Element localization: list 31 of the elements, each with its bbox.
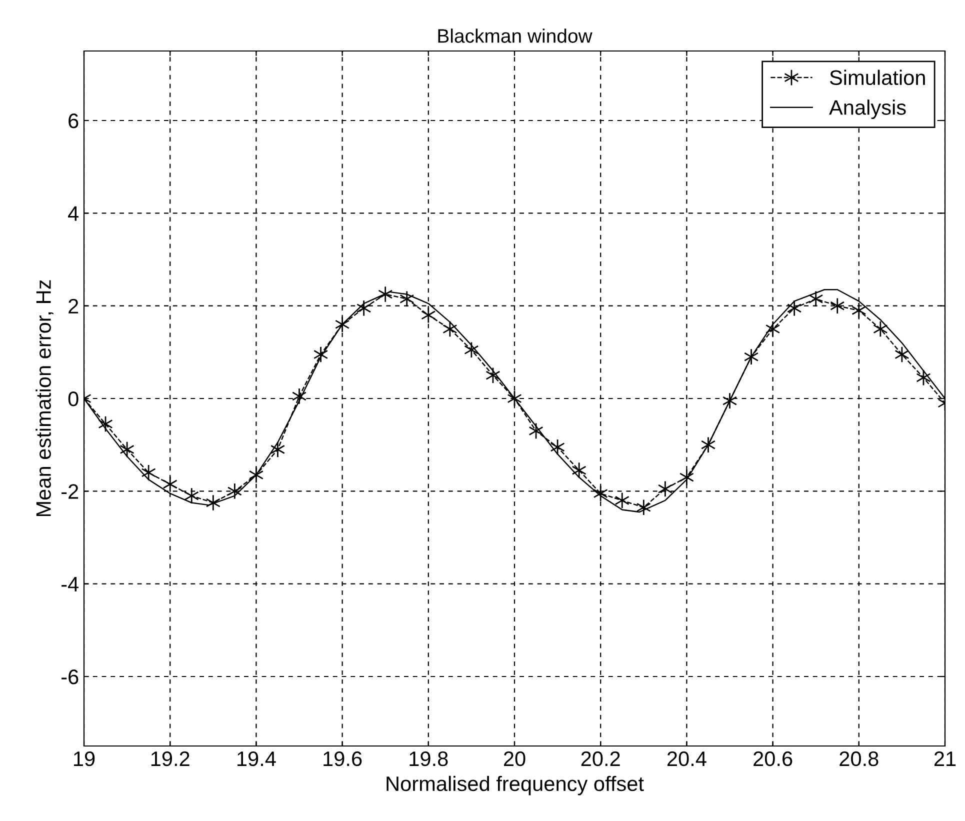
y-axis-title: Mean estimation error, Hz	[36, 280, 54, 516]
x-tick-label: 21	[934, 751, 956, 766]
y-tick-label: 0	[68, 392, 78, 406]
y-tick-label: 4	[68, 206, 79, 221]
point	[421, 306, 436, 324]
x-tick-label: 19.6	[324, 751, 362, 766]
point	[614, 492, 630, 509]
point	[658, 480, 672, 498]
x-tick-label: 20.4	[667, 751, 706, 766]
y-tick-label: -2	[62, 484, 78, 499]
point	[873, 320, 888, 338]
x-tick-label: 20.8	[840, 751, 878, 766]
y-tick-label: -4	[62, 577, 79, 592]
y-tick-label: -6	[62, 670, 78, 684]
legend-label: Analysis	[829, 100, 906, 120]
point	[162, 476, 178, 493]
x-tick-label: 20	[504, 751, 526, 766]
x-tick-label: 20.6	[754, 751, 792, 766]
x-tick-label: 19.8	[410, 751, 448, 766]
x-tick-label: 20.2	[581, 751, 620, 766]
y-tick-label: 6	[68, 114, 78, 128]
x-tick-label: 19.2	[151, 751, 190, 766]
x-tick-label: 19	[74, 751, 95, 766]
chart-title: Blackman window	[438, 28, 592, 43]
point	[830, 298, 845, 314]
point	[852, 302, 866, 319]
legend-label: Simulation	[830, 70, 925, 86]
point	[184, 487, 199, 504]
y-tick-label: 2	[68, 298, 78, 314]
x-tick-label: 19.4	[238, 751, 276, 766]
x-axis-title: Normalised frequency offset	[386, 776, 644, 796]
